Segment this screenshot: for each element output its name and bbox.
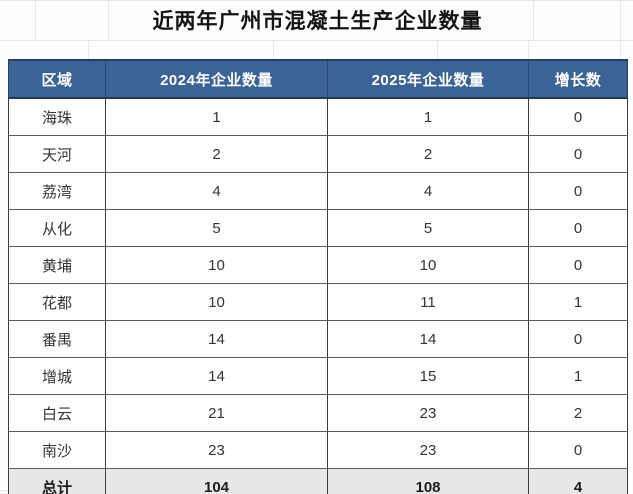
- region-cell: 荔湾: [8, 172, 106, 210]
- sheet-gridline: [437, 41, 438, 59]
- region-cell: 从化: [8, 209, 106, 247]
- value-2024-cell: 10: [105, 246, 328, 284]
- table-row: 番禺 14 14 0: [8, 320, 628, 358]
- value-2024-cell: 23: [105, 431, 328, 469]
- region-cell: 海珠: [8, 97, 106, 136]
- region-cell: 南沙: [8, 431, 106, 469]
- growth-cell: 0: [528, 246, 628, 284]
- region-cell: 白云: [8, 394, 106, 432]
- value-2024-cell: 1: [105, 97, 328, 136]
- growth-cell: 0: [528, 172, 628, 210]
- total-2024-cell: 104: [105, 468, 328, 494]
- value-2024-cell: 14: [105, 357, 328, 395]
- value-2025-cell: 4: [327, 172, 529, 210]
- sheet-gridline: [273, 41, 274, 59]
- value-2025-cell: 2: [327, 135, 529, 173]
- page-title: 近两年广州市混凝土生产企业数量: [152, 10, 483, 33]
- sheet-gridline: [528, 41, 529, 59]
- value-2025-cell: 1: [327, 97, 529, 136]
- growth-cell: 1: [528, 357, 628, 395]
- value-2025-cell: 15: [327, 357, 529, 395]
- sheet-gridline: [0, 0, 633, 1]
- growth-cell: 0: [528, 320, 628, 358]
- table-row: 白云 21 23 2: [8, 394, 628, 432]
- table-row: 增城 14 15 1: [8, 357, 628, 395]
- table-row: 海珠 1 1 0: [8, 97, 628, 136]
- growth-cell: 1: [528, 283, 628, 321]
- column-header-growth: 增长数: [528, 59, 628, 99]
- region-cell: 增城: [8, 357, 106, 395]
- growth-cell: 0: [528, 431, 628, 469]
- total-2025-cell: 108: [327, 468, 529, 494]
- table-row: 黄埔 10 10 0: [8, 246, 628, 284]
- region-cell: 黄埔: [8, 246, 106, 284]
- total-label-cell: 总计: [8, 468, 106, 494]
- column-header-2025: 2025年企业数量: [327, 59, 529, 99]
- table-row: 从化 5 5 0: [8, 209, 628, 247]
- column-header-2024: 2024年企业数量: [105, 59, 328, 99]
- value-2024-cell: 4: [105, 172, 328, 210]
- growth-cell: 2: [528, 394, 628, 432]
- data-table: 区域 2024年企业数量 2025年企业数量 增长数 海珠 1 1 0 天河 2…: [8, 59, 628, 494]
- sheet-gridline: [533, 0, 534, 40]
- growth-cell: 0: [528, 209, 628, 247]
- value-2025-cell: 10: [327, 246, 529, 284]
- sheet-gridline: [0, 40, 633, 41]
- region-cell: 天河: [8, 135, 106, 173]
- value-2024-cell: 5: [105, 209, 328, 247]
- total-row: 总计 104 108 4: [8, 468, 628, 494]
- growth-cell: 0: [528, 135, 628, 173]
- value-2025-cell: 5: [327, 209, 529, 247]
- value-2024-cell: 10: [105, 283, 328, 321]
- sheet-gridline: [88, 41, 89, 59]
- value-2025-cell: 23: [327, 431, 529, 469]
- table-row: 花都 10 11 1: [8, 283, 628, 321]
- table-row: 天河 2 2 0: [8, 135, 628, 173]
- value-2024-cell: 14: [105, 320, 328, 358]
- value-2024-cell: 2: [105, 135, 328, 173]
- region-cell: 花都: [8, 283, 106, 321]
- sheet-gridline: [108, 0, 109, 40]
- total-growth-cell: 4: [528, 468, 628, 494]
- sheet-gridline: [620, 0, 621, 59]
- value-2025-cell: 11: [327, 283, 529, 321]
- region-cell: 番禺: [8, 320, 106, 358]
- sheet-gridline: [35, 0, 36, 40]
- value-2025-cell: 14: [327, 320, 529, 358]
- table-row: 南沙 23 23 0: [8, 431, 628, 469]
- value-2024-cell: 21: [105, 394, 328, 432]
- column-header-region: 区域: [8, 59, 106, 99]
- value-2025-cell: 23: [327, 394, 529, 432]
- table-header-row: 区域 2024年企业数量 2025年企业数量 增长数: [8, 59, 628, 99]
- growth-cell: 0: [528, 97, 628, 136]
- table-row: 荔湾 4 4 0: [8, 172, 628, 210]
